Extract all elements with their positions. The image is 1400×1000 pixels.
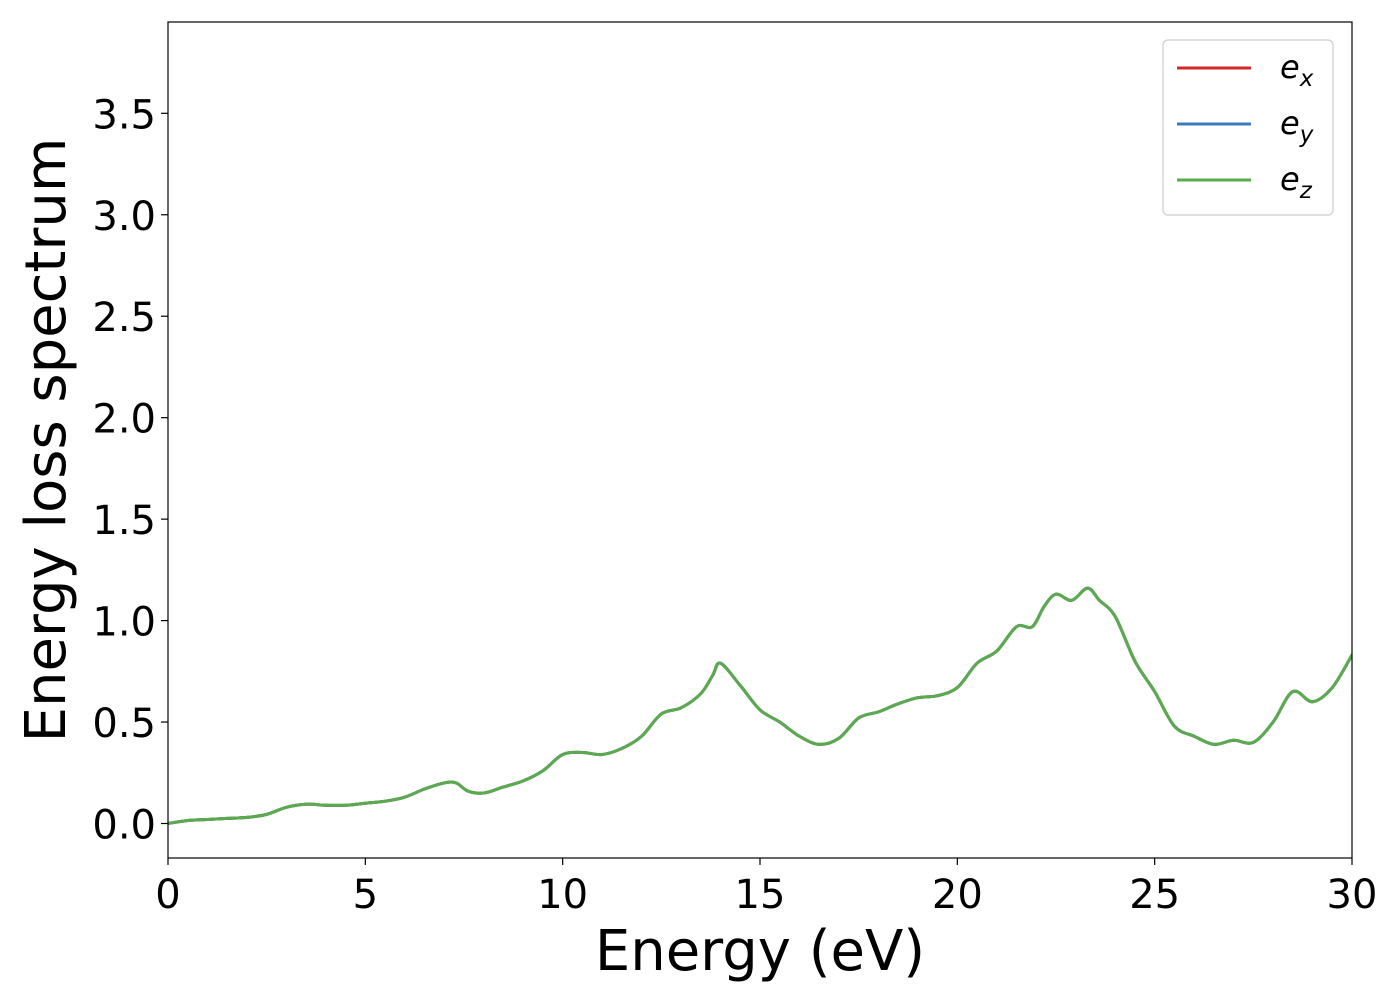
legend-box: [1162, 39, 1334, 216]
x-axis-title: Energy (eV): [595, 919, 925, 984]
x-tick-label: 30: [1327, 872, 1378, 918]
x-tick-label: 0: [155, 872, 180, 918]
plot-area: [168, 586, 1352, 825]
y-tick-label: 1.0: [92, 600, 156, 646]
legend-label-e-y: ey: [1280, 104, 1314, 148]
y-tick-label: 2.5: [92, 295, 156, 341]
y-tick-label: 3.0: [92, 194, 156, 240]
x-tick-label: 15: [735, 872, 786, 918]
y-tick-label: 0.5: [92, 701, 156, 747]
y-tick-label: 1.5: [92, 498, 156, 544]
plot-frame: [167, 21, 1353, 859]
y-tick-label: 0.0: [92, 803, 156, 849]
legend-label-e-x: ex: [1280, 48, 1314, 92]
series-line-e-z: [168, 586, 1352, 825]
y-tick-label: 2.0: [92, 397, 156, 443]
legend-label-e-z: ez: [1280, 160, 1313, 204]
legend: ex ey ez: [1162, 39, 1334, 216]
series-line-e-y: [168, 586, 1352, 825]
x-tick-label: 25: [1129, 872, 1180, 918]
series-line-e-x: [168, 586, 1352, 825]
x-axis: 0 5 10 15 20 25 30: [155, 858, 1377, 918]
y-axis: 0.0 0.5 1.0 1.5 2.0 2.5 3.0 3.5: [92, 92, 168, 849]
y-axis-title: Energy loss spectrum: [14, 138, 79, 743]
x-tick-label: 10: [537, 872, 588, 918]
x-tick-label: 20: [932, 872, 983, 918]
x-tick-label: 5: [353, 872, 378, 918]
y-tick-label: 3.5: [92, 92, 156, 138]
